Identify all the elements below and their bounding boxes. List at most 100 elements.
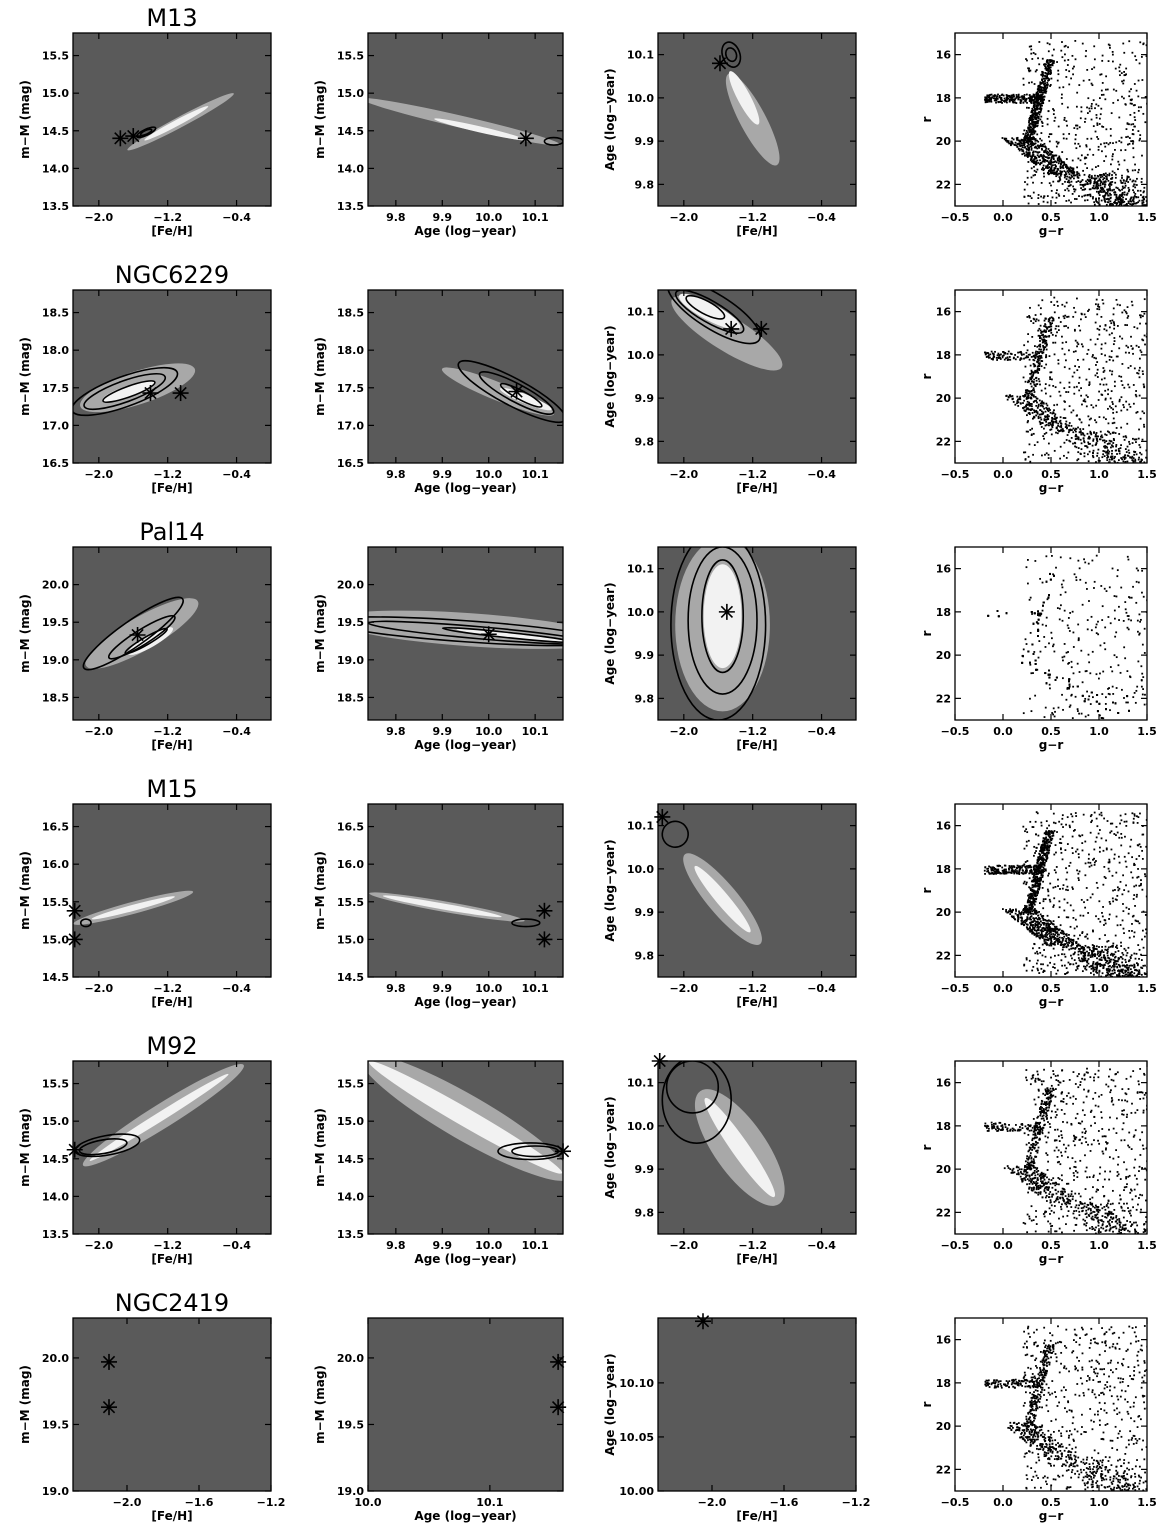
y-tick-label: 13.5: [42, 1228, 69, 1241]
y-tick-label: 10.1: [627, 563, 654, 576]
x-tick-label: 0.0: [993, 468, 1013, 481]
x-tick-label: −0.4: [222, 725, 251, 738]
panel-m13-2: 9.8 9.9 10.0 10.1 13.5 14.0 14.5 15.0 15.5 Age (l…: [313, 32, 564, 238]
x-tick-label: −2.0: [84, 1239, 113, 1252]
y-tick-label: 19.5: [337, 1418, 364, 1431]
x-tick-label: −0.5: [941, 725, 970, 738]
row-pal14: Pal14 −2.0 −1.2 −0.4 18.5 19.0 19.5 20.0 [Fe/H] m…: [18, 518, 1157, 752]
cluster-title: NGC6229: [115, 261, 229, 289]
best-fit-marker: [536, 931, 553, 948]
x-tick-label: 10.0: [354, 1496, 381, 1509]
y-tick-label: 15.0: [42, 933, 69, 946]
x-tick-label: −2.0: [84, 211, 113, 224]
y-axis-label: m−M (mag): [18, 594, 32, 673]
likelihood-region-white: [434, 118, 525, 141]
x-tick-label: 10.1: [522, 1239, 549, 1252]
y-axis-label: m−M (mag): [313, 1108, 327, 1187]
confidence-contour: [674, 290, 745, 334]
confidence-contour: [687, 547, 758, 695]
x-tick-label: −1.2: [738, 468, 767, 481]
y-tick-label: 10.0: [627, 349, 654, 362]
confidence-contour: [102, 380, 156, 403]
best-fit-marker: [125, 128, 142, 145]
y-axis-label: m−M (mag): [313, 851, 327, 930]
likelihood-region-white: [704, 1097, 776, 1198]
x-tick-label: −1.2: [153, 1239, 182, 1252]
y-axis-label: m−M (mag): [18, 80, 32, 159]
likelihood-region-white: [382, 895, 502, 918]
panel-frame: [657, 546, 857, 721]
best-fit-marker: [508, 383, 525, 400]
x-tick-label: −0.4: [222, 468, 251, 481]
y-tick-label: 15.5: [42, 50, 69, 63]
x-tick-label: −0.4: [222, 211, 251, 224]
panel-m92-1: −2.0 −1.2 −0.4 13.5 14.0 14.5 15.0 15.5 [Fe/H] m−…: [18, 1060, 272, 1266]
panel-frame: [657, 32, 857, 207]
x-axis-label: g−r: [1039, 1252, 1064, 1266]
x-axis-label: [Fe/H]: [151, 481, 192, 495]
cmd-background: [955, 290, 1147, 463]
confidence-contour: [661, 1061, 732, 1144]
y-tick-label: 13.5: [337, 1228, 364, 1241]
x-axis-label: [Fe/H]: [736, 1252, 777, 1266]
panel-frame: [657, 1060, 857, 1235]
best-fit-marker: [66, 902, 83, 919]
y-tick-label: 22: [936, 1206, 951, 1219]
x-axis-label: Age (log−year): [414, 1252, 516, 1266]
likelihood-region-white: [368, 1061, 563, 1174]
x-tick-label: −2.0: [113, 1496, 142, 1509]
panel-m13-4: −0.5 0.0 0.5 1.0 1.5 16 18 20 22 g−r r: [920, 32, 1157, 238]
y-tick-label: 9.8: [635, 1206, 655, 1219]
x-tick-label: −0.4: [222, 982, 251, 995]
y-axis-label: r: [920, 373, 934, 379]
best-fit-marker: [517, 130, 534, 147]
y-tick-label: 20.0: [42, 579, 69, 592]
y-tick-label: 17.5: [42, 382, 69, 395]
panel-m15-1: −2.0 −1.2 −0.4 14.5 15.0 15.5 16.0 16.5 [Fe/H] m−…: [18, 803, 272, 1009]
best-fit-marker: [711, 55, 728, 72]
x-tick-label: −2.0: [669, 982, 698, 995]
y-tick-label: 10.1: [627, 820, 654, 833]
y-tick-label: 16: [936, 1334, 952, 1347]
x-tick-label: 1.5: [1137, 982, 1157, 995]
y-tick-label: 9.9: [635, 135, 655, 148]
x-tick-label: −2.0: [84, 725, 113, 738]
y-tick-label: 16: [936, 1077, 952, 1090]
x-tick-label: −1.2: [153, 468, 182, 481]
panel-m15-2: 9.8 9.9 10.0 10.1 14.5 15.0 15.5 16.0 16.5 Age (l…: [313, 803, 564, 1009]
panel-ngc6229-3: −2.0 −1.2 −0.4 9.8 9.9 10.0 10.1 [Fe/H] Age (log…: [603, 289, 857, 495]
best-fit-marker: [536, 902, 553, 919]
row-m15: M15 −2.0 −1.2 −0.4 14.5 15.0 15.5 16.0 16.5 [Fe/H…: [18, 775, 1157, 1009]
y-axis-label: Age (log−year): [603, 68, 617, 170]
x-tick-label: 9.9: [433, 982, 453, 995]
panel-frame: [72, 1317, 272, 1492]
row-m13: M13 −2.0 −1.2 −0.4 13.5 14.0 14.5 15.0 15.5 [Fe/H…: [18, 4, 1157, 238]
row-ngc6229: NGC6229 −2.0 −1.2 −0.4 16.5 17.0 17.5 18.0 18.5 […: [18, 261, 1157, 495]
y-axis-label: m−M (mag): [18, 337, 32, 416]
y-tick-label: 15.0: [42, 87, 69, 100]
x-tick-label: 0.0: [993, 1239, 1013, 1252]
y-tick-label: 16: [936, 306, 952, 319]
y-tick-label: 16.5: [42, 821, 69, 834]
y-tick-label: 19.0: [337, 1485, 364, 1498]
y-tick-label: 9.9: [635, 906, 655, 919]
best-fit-marker: [753, 320, 770, 337]
panel-m92-3: −2.0 −1.2 −0.4 9.8 9.9 10.0 10.1 [Fe/H] Age (log…: [603, 1053, 857, 1266]
likelihood-region-light: [368, 98, 561, 146]
x-axis-label: Age (log−year): [414, 995, 516, 1009]
confidence-contour: [124, 627, 168, 655]
y-tick-label: 15.0: [337, 933, 364, 946]
x-axis-label: [Fe/H]: [736, 1509, 777, 1523]
panel-frame: [367, 546, 564, 721]
x-tick-label: −0.4: [807, 982, 836, 995]
x-axis-label: [Fe/H]: [151, 1252, 192, 1266]
x-tick-label: 0.0: [993, 982, 1013, 995]
x-tick-label: 9.8: [386, 468, 406, 481]
x-tick-label: 10.0: [475, 468, 502, 481]
x-axis-label: [Fe/H]: [736, 224, 777, 238]
y-axis-label: Age (log−year): [603, 325, 617, 427]
y-axis-label: r: [920, 116, 934, 122]
y-tick-label: 18: [936, 349, 951, 362]
confidence-contour: [497, 1142, 563, 1161]
x-axis-label: g−r: [1039, 224, 1064, 238]
